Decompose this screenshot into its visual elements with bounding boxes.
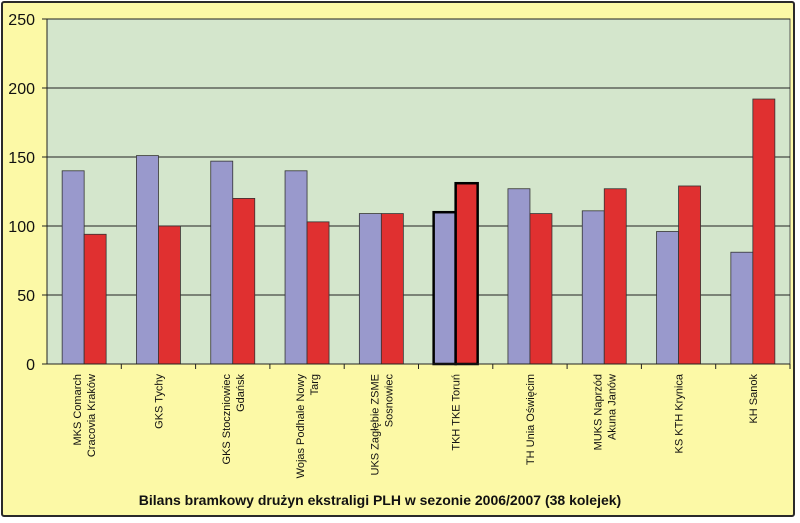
- bar-series-2: [83, 233, 107, 365]
- chart-title: Bilans bramkowy drużyn ekstraligi PLH w …: [139, 492, 621, 508]
- category-label: UKS Zagłębie ZSME: [369, 374, 381, 475]
- bar-series-1: [581, 210, 605, 365]
- category-label: TH Unia Oświęcim: [525, 374, 537, 465]
- bar-series-1: [210, 160, 234, 365]
- bar-series-1: [656, 231, 679, 365]
- bars: [61, 98, 776, 366]
- bar-series-1: [432, 210, 457, 366]
- bar-series-2: [454, 181, 479, 366]
- bar-series-1: [358, 213, 382, 365]
- bar-series-2: [529, 213, 553, 365]
- category-label: Sosnowiec: [383, 374, 395, 428]
- bar-series-1: [730, 251, 754, 365]
- bar-series-2: [232, 197, 256, 365]
- bar-series-1: [284, 170, 308, 365]
- y-tick-label: 50: [17, 288, 35, 305]
- bar-series-2: [603, 188, 627, 365]
- bar-series-2: [380, 213, 404, 365]
- category-label: KS KTH Krynica: [674, 373, 686, 453]
- axes: [46, 19, 791, 369]
- y-tick-label: 100: [8, 219, 35, 236]
- y-tick-label: 200: [8, 81, 35, 98]
- bar-series-2: [306, 221, 330, 365]
- y-tick-label: 0: [26, 357, 35, 374]
- bar-series-2: [752, 98, 776, 365]
- bar-series-2: [158, 225, 181, 365]
- category-label: Gdańsk: [235, 374, 247, 412]
- category-label: GKS Tychy: [153, 374, 165, 429]
- category-label: Wojas Podhale Nowy: [295, 374, 307, 479]
- bar-series-1: [61, 170, 85, 365]
- category-label: MKS Comarch: [72, 374, 84, 446]
- y-tick-labels: 0 50 100 150 200 250: [8, 12, 35, 374]
- y-tick-label: 250: [8, 12, 35, 29]
- category-label: MUKS Naprzód: [592, 374, 604, 450]
- category-label: GKS Stoczniowiec: [221, 374, 233, 465]
- category-label: Targ: [309, 374, 321, 395]
- bar-series-1: [507, 188, 531, 365]
- bar-series-2: [678, 185, 701, 365]
- category-label: Akuna Janów: [606, 374, 618, 440]
- category-labels: MKS Comarch Cracovia Kraków GKS Tychy GKS S…: [72, 373, 760, 478]
- y-tick-label: 150: [8, 150, 35, 167]
- category-label: Cracovia Kraków: [86, 374, 98, 457]
- bar-series-1: [136, 155, 159, 365]
- category-label: TKH TKE Toruń: [451, 374, 463, 451]
- category-label: KH Sanok: [748, 374, 760, 424]
